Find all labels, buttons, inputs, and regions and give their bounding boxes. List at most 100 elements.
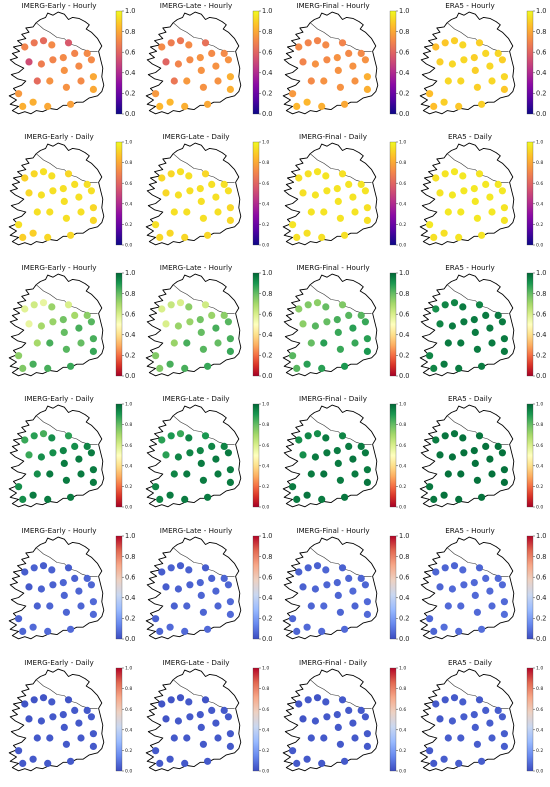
- station-marker: [174, 60, 182, 68]
- station-marker: [341, 100, 349, 108]
- station-marker: [67, 362, 75, 370]
- station-marker: [214, 339, 222, 347]
- station-marker: [185, 698, 193, 706]
- colorbar-tick-label: 1.0: [125, 532, 136, 540]
- station-marker: [83, 442, 91, 450]
- colorbar-tick-label: 0.8: [536, 553, 547, 561]
- station-marker: [60, 66, 68, 74]
- station-marker: [289, 483, 297, 491]
- station-marker: [75, 62, 83, 70]
- station-marker: [500, 466, 508, 474]
- station-marker: [167, 564, 175, 572]
- station-marker: [349, 587, 357, 595]
- station-marker: [455, 627, 463, 635]
- station-marker: [334, 723, 342, 731]
- colorbar-tick-label: 0.0: [125, 505, 132, 511]
- station-marker: [320, 734, 328, 742]
- colorbar-gradient: [115, 403, 123, 508]
- colorbar: 0.0 0.2 0.4 0.6 0.8 1.0: [389, 7, 410, 118]
- station-marker: [334, 197, 342, 205]
- station-marker: [162, 451, 170, 459]
- station-marker: [363, 478, 371, 486]
- map-panel: IMERG-Late - Daily 0.0 0.2 0.4 0.6 0.8 1.0: [137, 132, 274, 261]
- colorbar-tick-label: 0.8: [536, 422, 543, 428]
- station-marker: [48, 41, 56, 49]
- colorbar-gradient: [115, 667, 123, 772]
- coastline: [8, 668, 105, 772]
- station-marker: [351, 470, 359, 478]
- ireland-map: [419, 536, 516, 640]
- panel-title: IMERG-Early - Daily: [24, 132, 94, 141]
- station-marker: [450, 168, 459, 176]
- station-marker: [199, 740, 207, 748]
- station-marker: [170, 734, 178, 742]
- station-marker: [363, 598, 371, 606]
- station-marker: [486, 455, 494, 463]
- station-marker: [170, 339, 178, 347]
- colorbar-tick-label: 0.0: [536, 769, 543, 775]
- coastline: [145, 273, 242, 377]
- station-marker: [455, 759, 463, 767]
- station-marker: [33, 208, 41, 216]
- station-marker: [478, 231, 486, 239]
- colorbar-tick-label: 0.4: [536, 594, 547, 602]
- colorbar: 0.0 0.2 0.4 0.6 0.8 1.0: [115, 7, 136, 118]
- station-marker: [322, 698, 330, 706]
- map-panel: IMERG-Final - Daily 0.0 0.2 0.4 0.6 0.8 1.0: [274, 394, 411, 523]
- map-panel: IMERG-Early - Daily 0.0 0.2 0.4 0.6 0.8 1.0: [0, 658, 137, 787]
- station-marker: [473, 214, 481, 222]
- station-marker: [220, 574, 228, 582]
- station-marker: [60, 328, 68, 336]
- station-marker: [197, 723, 205, 731]
- station-marker: [15, 352, 23, 360]
- colorbar: 0.0 0.2 0.4 0.6 0.8 1.0: [115, 140, 132, 249]
- station-marker: [167, 432, 175, 440]
- colorbar-tick-label: 0.4: [125, 331, 136, 339]
- colorbar: 0.0 0.2 0.4 0.6 0.8 1.0: [389, 269, 410, 380]
- colorbar-tick-label: 0.0: [399, 505, 406, 511]
- station-marker: [450, 694, 459, 702]
- colorbar-tick-label: 0.0: [125, 372, 136, 380]
- colorbar-tick-label: 0.4: [399, 463, 406, 469]
- station-marker: [430, 759, 438, 767]
- station-marker: [15, 747, 23, 755]
- station-marker: [334, 591, 342, 599]
- ireland-map: [145, 142, 242, 246]
- station-marker: [488, 470, 496, 478]
- station-marker: [475, 39, 484, 47]
- colorbar: 0.0 0.2 0.4 0.6 0.8 1.0: [252, 7, 273, 118]
- station-marker: [19, 759, 27, 767]
- station-marker: [351, 734, 359, 742]
- station-marker: [158, 436, 166, 444]
- station-marker: [174, 585, 182, 593]
- colorbar-tick-label: 0.8: [262, 553, 273, 561]
- station-marker: [313, 694, 322, 702]
- panel-title: IMERG-Final - Daily: [299, 394, 367, 403]
- station-marker: [176, 694, 185, 702]
- colorbar-gradient: [252, 535, 260, 640]
- station-marker: [156, 759, 164, 767]
- station-marker: [486, 193, 494, 201]
- station-marker: [174, 453, 182, 461]
- panel-title: IMERG-Early - Daily: [24, 394, 94, 403]
- colorbar: 0.0 0.2 0.4 0.6 0.8 1.0: [252, 402, 269, 511]
- station-marker: [158, 568, 166, 576]
- station-marker: [44, 495, 52, 503]
- station-marker: [89, 85, 97, 93]
- ireland-map: [8, 668, 105, 772]
- station-marker: [334, 459, 342, 467]
- ireland-map: [8, 536, 105, 640]
- station-marker: [212, 719, 220, 727]
- station-marker: [498, 56, 506, 64]
- station-marker: [475, 432, 484, 440]
- coastline: [282, 142, 379, 246]
- station-marker: [89, 335, 97, 343]
- station-marker: [323, 56, 331, 64]
- station-marker: [333, 185, 341, 193]
- station-marker: [25, 715, 33, 723]
- station-marker: [224, 449, 232, 457]
- station-marker: [37, 717, 46, 725]
- station-marker: [83, 49, 91, 58]
- station-marker: [349, 62, 357, 70]
- station-marker: [430, 233, 438, 241]
